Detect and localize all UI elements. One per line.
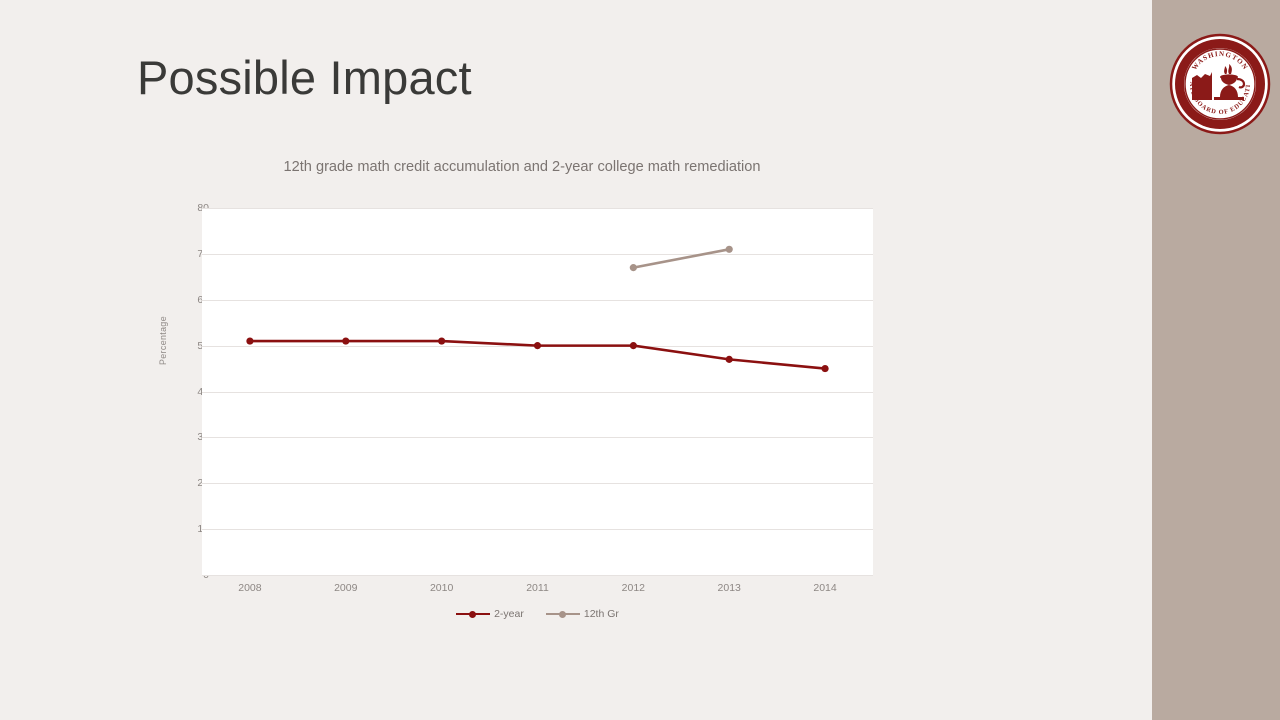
data-point-marker — [629, 342, 637, 350]
legend-marker-icon — [545, 609, 580, 619]
x-axis-tick-label: 2012 — [621, 582, 646, 594]
data-point-marker — [438, 337, 446, 345]
gridline — [202, 483, 873, 485]
x-axis-tick-label: 2013 — [717, 582, 741, 594]
data-point-marker — [533, 342, 542, 350]
data-point-marker — [629, 264, 637, 272]
page-title: Possible Impact — [137, 51, 472, 104]
x-axis-tick-label: 2008 — [238, 582, 262, 594]
data-point-marker — [821, 364, 829, 373]
chart-title: 12th grade math credit accumulation and … — [283, 159, 761, 175]
plot-area — [202, 208, 873, 576]
gridline — [202, 208, 873, 209]
series-layer — [246, 245, 829, 373]
y-axis-label: Percentage — [158, 316, 168, 365]
gridline — [202, 575, 873, 576]
data-point-marker — [725, 245, 733, 253]
legend-item[interactable]: 12th Gr — [545, 608, 619, 620]
legend-item[interactable]: 2-year — [456, 608, 524, 620]
gridline — [202, 253, 873, 255]
x-axis-tick-label: 2009 — [334, 582, 358, 594]
x-axis-tick-label: 2010 — [429, 582, 454, 594]
legend-marker-icon — [456, 609, 491, 619]
chart-legend: 2-year 12th Gr — [202, 608, 873, 620]
x-axis-tick-label: 2011 — [526, 582, 549, 594]
gridline — [202, 299, 873, 301]
data-point-marker — [725, 355, 733, 363]
legend-label: 12th Gr — [583, 608, 619, 620]
line-chart: 12th grade math credit accumulation and … — [152, 150, 892, 640]
data-point-marker — [342, 337, 350, 345]
washington-state-board-of-education-seal-icon: WASHINGTON STATE BOARD OF EDUCATION — [1168, 32, 1272, 136]
gridline — [202, 529, 873, 531]
gridline — [202, 437, 873, 439]
legend-label: 2-year — [494, 608, 524, 620]
series-line — [632, 247, 731, 269]
x-axis-tick-label: 2014 — [813, 582, 837, 594]
gridline — [202, 391, 873, 393]
data-point-marker — [246, 337, 254, 345]
